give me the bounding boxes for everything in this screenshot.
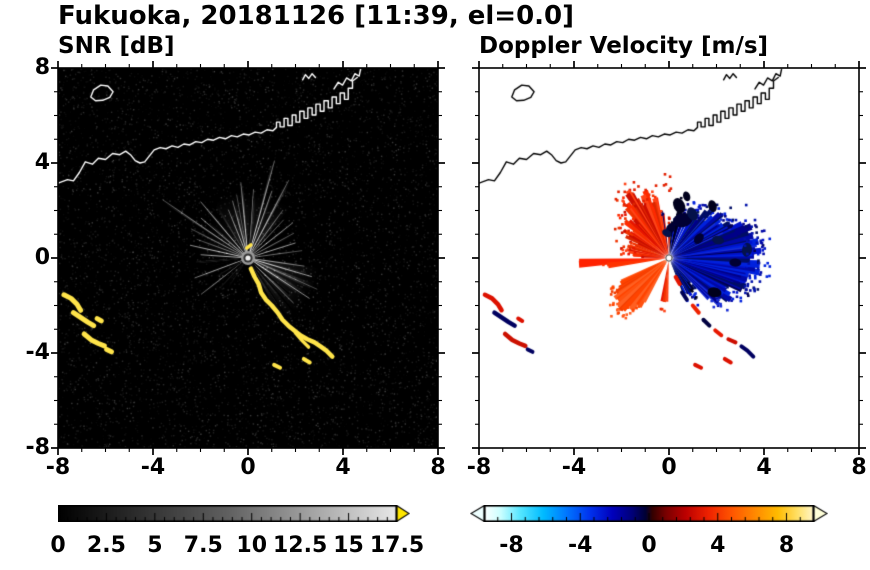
- doppler-axes: [472, 61, 866, 455]
- doppler-colorbar-tick-label: 4: [710, 533, 726, 558]
- doppler-x-tick-label: 4: [756, 455, 772, 480]
- snr-colorbar-tick-label: 12.5: [273, 533, 328, 558]
- snr-y-tick-label: 0: [34, 245, 50, 270]
- doppler-x-tick-label: -4: [561, 455, 587, 480]
- plot-frame: [57, 67, 439, 449]
- doppler-colorbar-tick-label: 0: [641, 533, 657, 558]
- doppler-plot-canvas: [479, 68, 859, 448]
- snr-x-tick-label: 8: [430, 455, 446, 480]
- snr-colorbar-tick-label: 10: [236, 533, 268, 558]
- doppler-colorbar-tick-label: -4: [568, 533, 593, 558]
- snr-colorbar-tick-label: 15: [333, 533, 364, 558]
- snr-axes: [51, 61, 445, 455]
- snr-panel-title: SNR [dB]: [58, 33, 175, 59]
- doppler-colorbar-tick-label: 8: [778, 533, 795, 558]
- snr-colorbar-tick-label: 5: [147, 533, 163, 558]
- snr-colorbar-tick-label: 7.5: [183, 533, 223, 558]
- snr-y-tick-label: -8: [25, 435, 50, 460]
- doppler-x-tick-label: 8: [851, 455, 867, 480]
- doppler-panel-title: Doppler Velocity [m/s]: [479, 33, 769, 59]
- doppler-colorbar-tick-label: -8: [499, 533, 524, 558]
- snr-y-tick-label: 8: [34, 55, 50, 80]
- snr-x-tick-label: -4: [140, 455, 166, 480]
- snr-plot-canvas: [58, 68, 438, 448]
- doppler-x-tick-label: 0: [661, 455, 677, 480]
- snr-colorbar-tick-label: 17.5: [369, 533, 425, 558]
- snr-y-tick-label: -4: [25, 340, 50, 365]
- plot-frame: [478, 67, 860, 449]
- snr-colorbar-tick-label: 0: [50, 533, 66, 558]
- doppler-x-tick-label: -8: [466, 455, 492, 480]
- snr-x-tick-label: -8: [45, 455, 71, 480]
- doppler-colorbar-canvas: [470, 505, 828, 522]
- snr-y-tick-label: 4: [34, 150, 50, 175]
- snr-colorbar-canvas: [58, 505, 410, 522]
- figure-title: Fukuoka, 20181126 [11:39, el=0.0]: [58, 1, 575, 31]
- snr-x-tick-label: 0: [240, 455, 256, 480]
- snr-x-tick-label: 4: [335, 455, 351, 480]
- snr-colorbar-tick-label: 2.5: [86, 533, 126, 558]
